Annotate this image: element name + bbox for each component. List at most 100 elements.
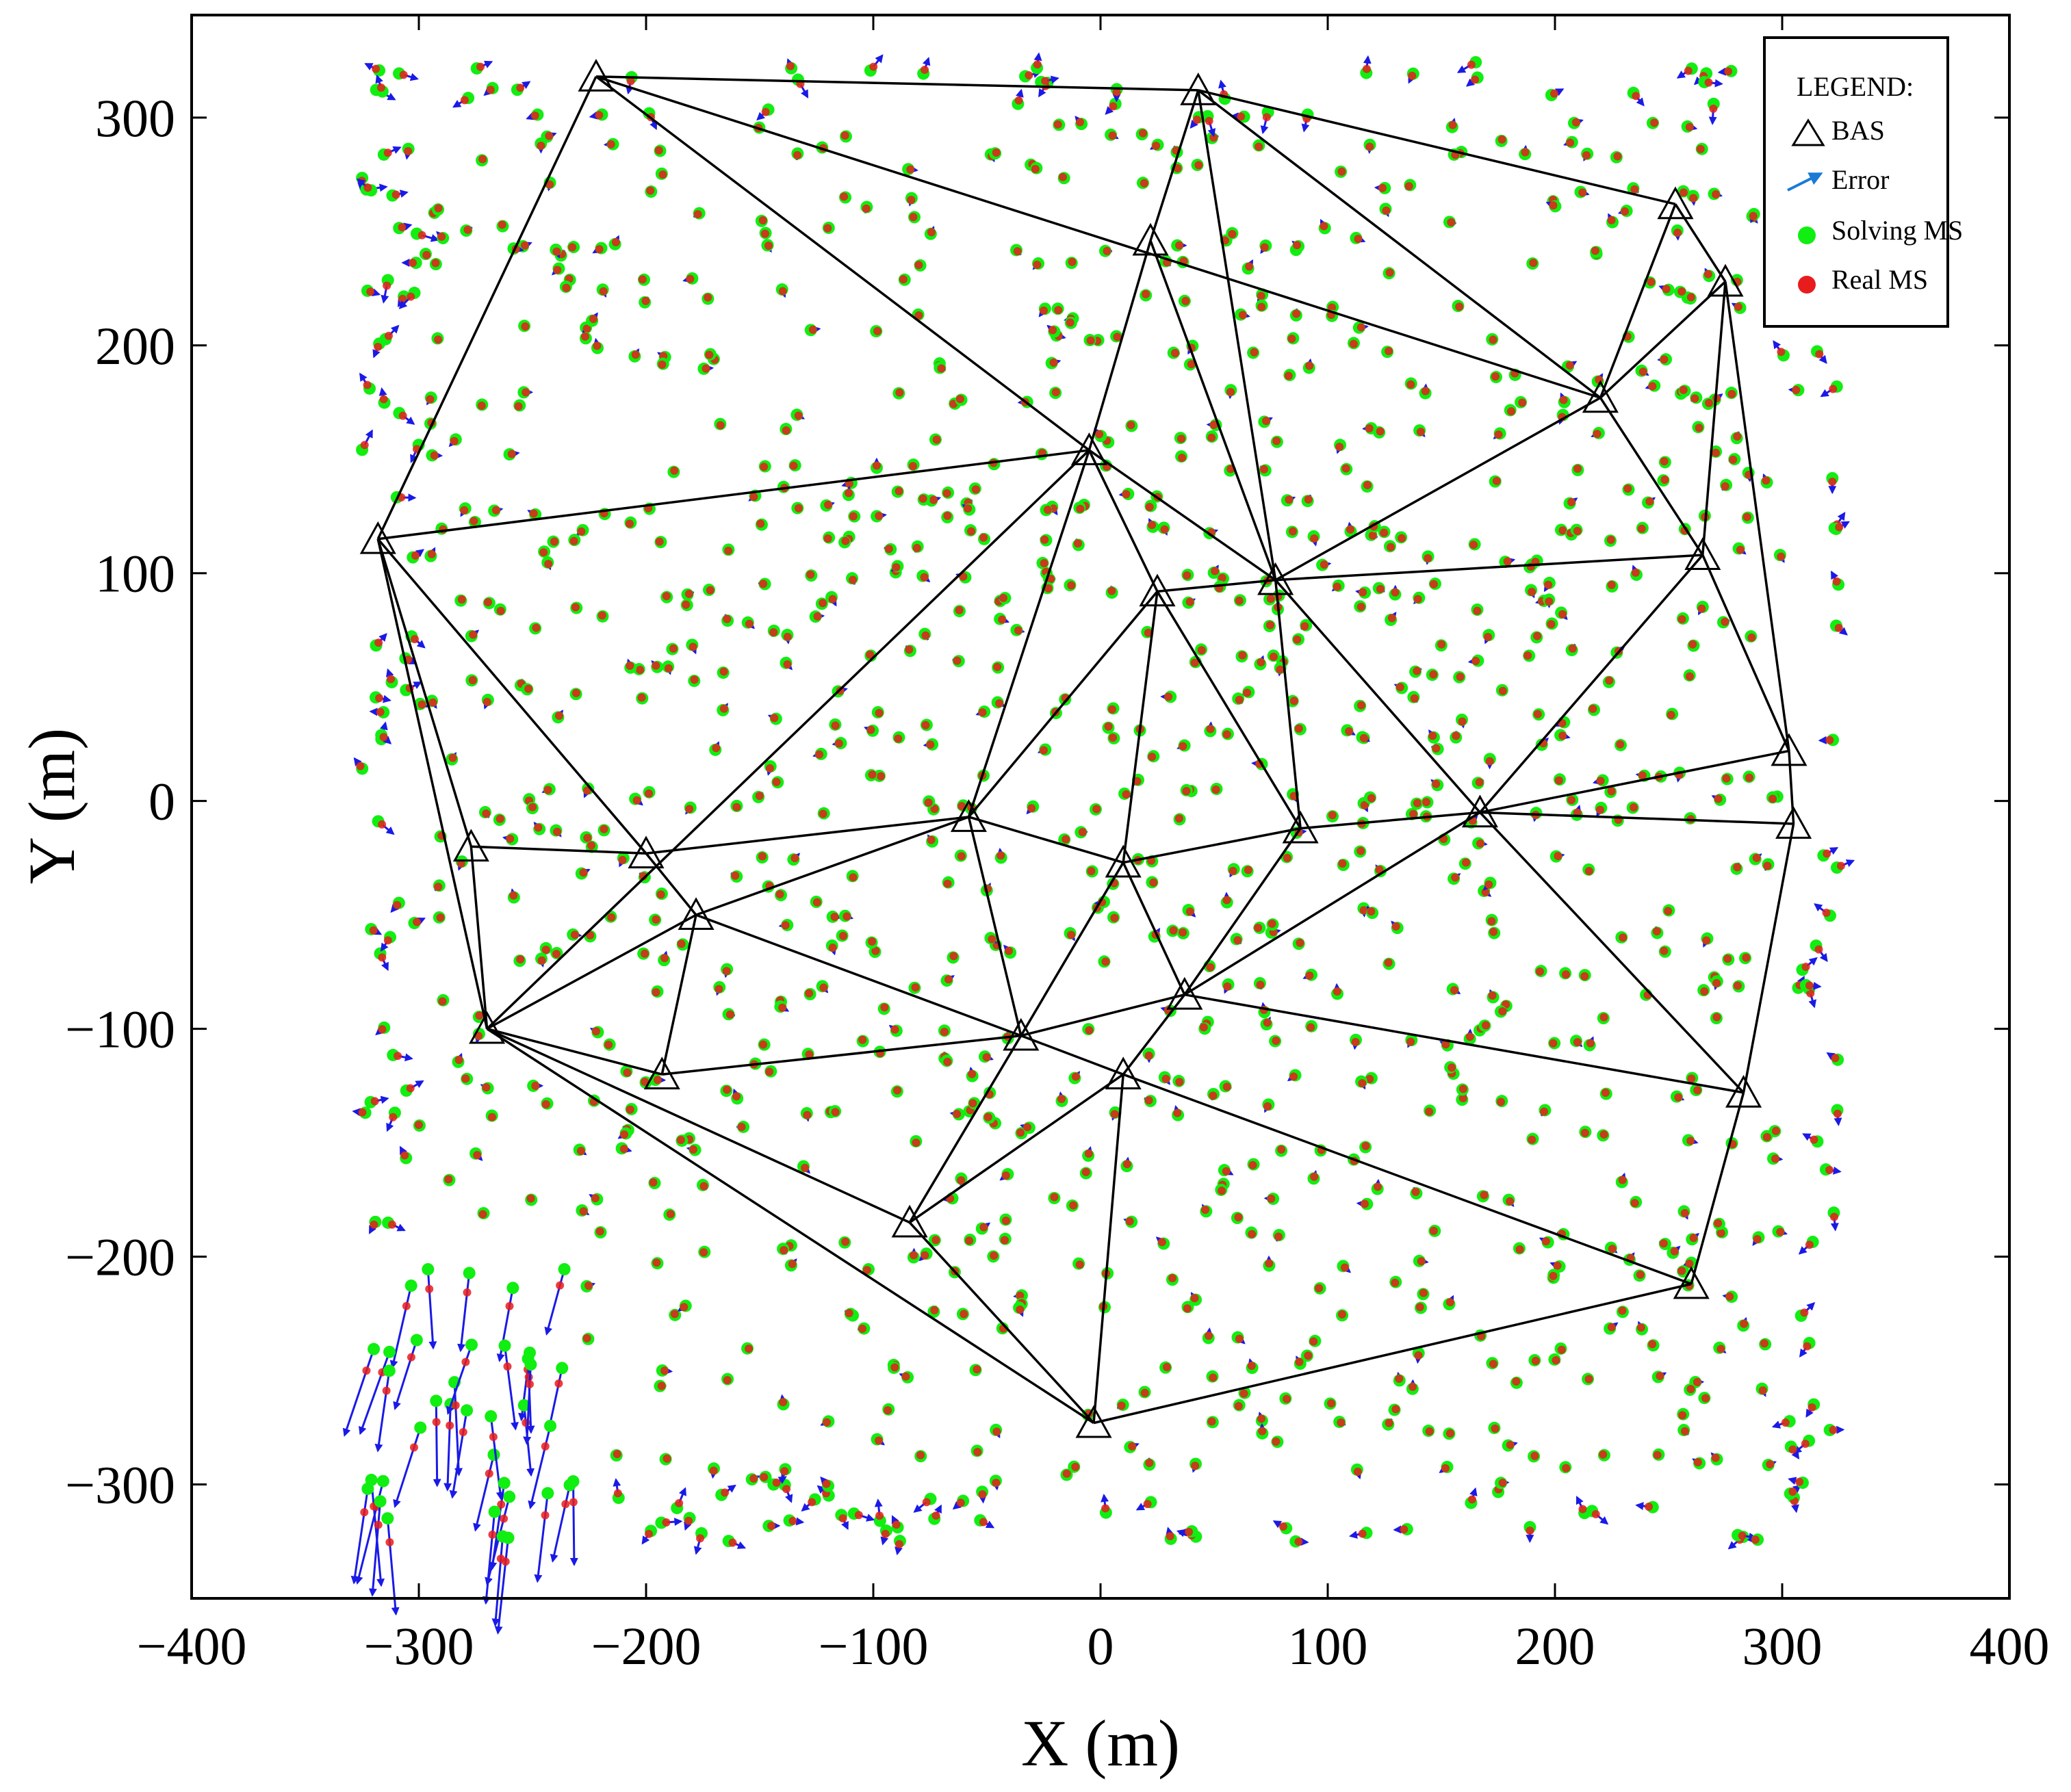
real-ms-dot <box>446 1421 454 1430</box>
real-ms-dot <box>393 900 402 909</box>
real-ms-dot <box>1482 1021 1491 1030</box>
mobile-station <box>1344 521 1357 538</box>
real-ms-dot <box>1567 796 1576 805</box>
bas-edge <box>1690 1092 1745 1284</box>
x-tick-label: −200 <box>591 1616 702 1676</box>
error-arrow <box>374 1371 391 1453</box>
real-ms-dot <box>840 192 849 201</box>
mobile-station <box>496 1282 519 1362</box>
real-ms-dot <box>1406 1037 1415 1046</box>
mobile-station <box>1378 525 1391 538</box>
real-ms-dot <box>657 1381 666 1390</box>
real-ms-dot <box>1631 568 1640 577</box>
mobile-station <box>604 910 617 923</box>
mobile-station <box>1247 1158 1260 1171</box>
mobile-station <box>1155 1236 1170 1250</box>
real-ms-dot <box>1677 1267 1686 1275</box>
mobile-station <box>686 1143 702 1156</box>
mobile-station <box>1410 1186 1423 1200</box>
real-ms-dot <box>376 707 385 716</box>
real-ms-dot <box>1110 1110 1119 1119</box>
mobile-station <box>541 1097 554 1110</box>
real-ms-dot <box>641 296 650 305</box>
mobile-station <box>375 1021 391 1036</box>
real-ms-dot <box>1763 861 1772 870</box>
real-ms-dot <box>1417 1257 1426 1266</box>
real-ms-dot <box>1645 1502 1654 1511</box>
real-ms-dot <box>772 777 781 786</box>
mobile-station <box>517 386 534 399</box>
real-ms-dot <box>1276 665 1285 674</box>
mobile-station <box>882 1403 895 1416</box>
x-tick-label: 100 <box>1288 1616 1368 1676</box>
mobile-station <box>1513 1242 1526 1255</box>
mobile-station <box>1259 239 1272 255</box>
mobile-station <box>704 348 717 361</box>
bas-edge <box>1599 281 1727 399</box>
mobile-station <box>1771 1415 1796 1429</box>
mobile-station <box>1534 965 1547 978</box>
real-ms-dot <box>1836 861 1845 870</box>
mobile-station <box>1710 1452 1723 1466</box>
real-ms-dot <box>1727 389 1736 398</box>
real-ms-dot <box>582 1334 591 1342</box>
real-ms-dot <box>1806 989 1815 998</box>
solving-ms-dot <box>383 1364 396 1377</box>
mobile-station <box>1710 445 1723 458</box>
real-ms-dot <box>1648 1340 1657 1349</box>
real-ms-dot <box>666 1210 675 1219</box>
mobile-station <box>1202 1327 1215 1345</box>
real-ms-dot <box>808 325 817 334</box>
real-ms-dot <box>1328 811 1337 820</box>
real-ms-dot <box>1307 1023 1315 1032</box>
real-ms-dot <box>983 1113 992 1121</box>
real-ms-dot <box>383 936 392 945</box>
real-ms-dot <box>1117 1401 1126 1410</box>
real-ms-dot <box>1262 113 1271 122</box>
mobile-station <box>454 594 467 607</box>
real-ms-dot <box>793 151 802 159</box>
real-ms-dot <box>940 1028 949 1037</box>
real-ms-dot <box>1465 1033 1474 1041</box>
mobile-station <box>862 1263 875 1276</box>
mobile-station <box>1180 783 1193 796</box>
real-ms-dot <box>1680 1427 1689 1436</box>
real-ms-dot <box>1547 620 1556 629</box>
real-ms-dot <box>561 1500 570 1509</box>
mobile-station <box>1495 1095 1508 1108</box>
real-ms-dot <box>1414 1351 1423 1360</box>
mobile-station <box>949 1108 965 1121</box>
real-ms-dot <box>483 697 491 706</box>
mobile-station <box>1547 1269 1560 1282</box>
mobile-station <box>905 192 918 207</box>
mobile-station <box>1627 86 1645 107</box>
mobile-station <box>1494 1005 1508 1018</box>
mobile-station <box>1463 1028 1476 1046</box>
real-ms-dot <box>1108 131 1117 140</box>
mobile-station <box>817 807 830 820</box>
mobile-station <box>1125 419 1138 432</box>
real-ms-dot <box>1365 142 1374 151</box>
mobile-station <box>820 1476 835 1492</box>
real-ms-dot <box>731 871 740 880</box>
legend-error-label: Error <box>1831 164 1889 195</box>
mobile-station <box>820 499 836 512</box>
real-ms-dot <box>894 734 903 743</box>
real-ms-dot <box>1512 1377 1521 1386</box>
real-ms-dot <box>387 675 396 684</box>
real-ms-dot <box>1540 1107 1549 1116</box>
real-ms-dot <box>379 733 388 742</box>
real-ms-dot <box>1740 1319 1749 1328</box>
mobile-station <box>1725 387 1738 400</box>
real-ms-dot <box>1207 1417 1216 1426</box>
real-ms-dot <box>529 509 538 518</box>
real-ms-dot <box>828 595 837 603</box>
real-ms-dot <box>1269 652 1278 661</box>
real-ms-dot <box>1057 1095 1066 1104</box>
real-ms-dot <box>686 274 695 283</box>
mobile-station <box>494 1531 515 1635</box>
mobile-station <box>1260 105 1274 135</box>
real-ms-dot <box>1815 350 1824 359</box>
mobile-station <box>805 569 818 582</box>
real-ms-dot <box>1256 981 1265 989</box>
